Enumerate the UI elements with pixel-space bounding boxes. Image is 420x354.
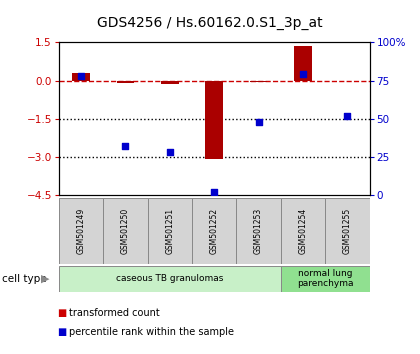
Point (299, 72, 306, 77)
Text: GSM501251: GSM501251 (165, 208, 174, 254)
Point (344, 113, 351, 118)
Text: ■: ■ (57, 327, 66, 337)
Point (166, 149, 173, 155)
Bar (59, 266, 281, 292)
Text: GSM501250: GSM501250 (121, 208, 130, 254)
Text: transformed count: transformed count (69, 308, 160, 318)
Text: ■: ■ (57, 308, 66, 318)
Bar (294, 46, 312, 81)
Bar (72, 73, 90, 81)
Point (78, 73, 84, 79)
Point (211, 189, 218, 194)
Text: GDS4256 / Hs.60162.0.S1_3p_at: GDS4256 / Hs.60162.0.S1_3p_at (97, 16, 323, 30)
Bar (250, 81, 268, 82)
Bar (192, 198, 236, 264)
Text: cell type: cell type (2, 274, 47, 284)
Bar (103, 198, 147, 264)
Point (255, 119, 262, 125)
Text: percentile rank within the sample: percentile rank within the sample (69, 327, 234, 337)
Bar (147, 198, 192, 264)
Text: GSM501253: GSM501253 (254, 208, 263, 254)
Text: normal lung
parenchyma: normal lung parenchyma (297, 269, 354, 289)
Bar (161, 81, 178, 84)
Bar (281, 198, 325, 264)
Text: caseous TB granulomas: caseous TB granulomas (116, 274, 223, 283)
Bar (325, 198, 370, 264)
Point (122, 143, 129, 149)
Bar (281, 266, 370, 292)
Text: GSM501252: GSM501252 (210, 208, 219, 254)
Text: GSM501249: GSM501249 (76, 208, 86, 254)
Bar (116, 81, 134, 83)
Bar (236, 198, 281, 264)
Text: ▶: ▶ (41, 274, 50, 284)
Text: GSM501255: GSM501255 (343, 208, 352, 254)
Bar (205, 81, 223, 159)
Text: GSM501254: GSM501254 (299, 208, 307, 254)
Bar (59, 198, 103, 264)
